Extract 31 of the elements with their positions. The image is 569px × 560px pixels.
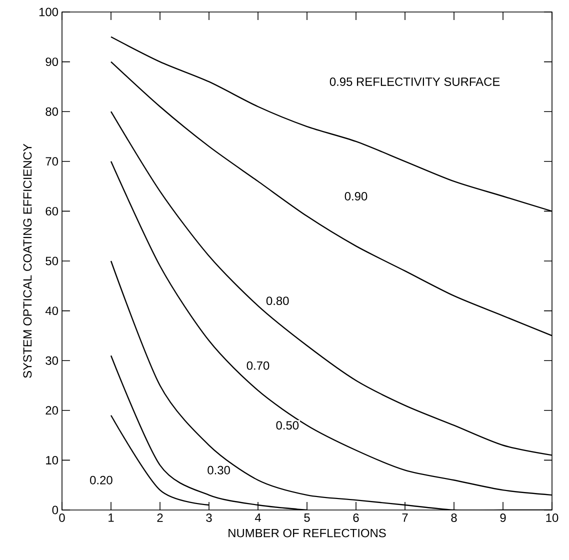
y-tick-label: 100	[39, 8, 58, 16]
x-tick-label: 1	[108, 514, 114, 522]
annotation: 0.80	[266, 296, 289, 306]
y-tick-label: 20	[46, 406, 58, 415]
y-tick-label: 0	[52, 506, 58, 514]
x-tick-label: 3	[206, 514, 212, 522]
x-tick-label: 10	[546, 514, 558, 522]
x-axis-title: NUMBER OF REFLECTIONS	[228, 528, 386, 538]
y-tick-label: 50	[46, 256, 58, 266]
annotation: 0.90	[344, 192, 368, 200]
annotation: 0.20	[90, 476, 112, 484]
x-tick-label: 2	[157, 514, 163, 522]
y-tick-label: 70	[46, 157, 58, 166]
y-tick-label: 60	[46, 206, 58, 216]
y-tick-label: 40	[45, 306, 58, 316]
x-tick-label: 5	[304, 514, 310, 522]
annotation: 0.50	[276, 421, 299, 430]
x-tick-label: 0	[59, 514, 65, 522]
x-tick-label: 6	[353, 514, 359, 522]
y-tick-label: 90	[46, 58, 58, 66]
x-tick-label: 4	[254, 514, 261, 522]
y-axis-title: SYSTEM OPTICAL COATING EFFICIENCY	[23, 144, 32, 378]
annotation: 0.70	[246, 361, 270, 370]
y-tick-label: 10	[46, 456, 58, 464]
x-tick-label: 9	[500, 514, 506, 522]
x-tick-label: 8	[451, 514, 457, 522]
y-tick-label: 80	[46, 107, 58, 116]
annotation: 0.30	[208, 466, 230, 474]
annotation: 0.95 REFLECTIVITY SURFACE	[330, 77, 500, 86]
x-tick-label: 7	[402, 514, 408, 522]
y-tick-label: 30	[46, 356, 58, 365]
